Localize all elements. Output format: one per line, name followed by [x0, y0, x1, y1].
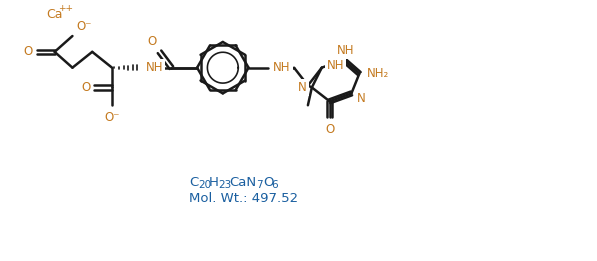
Text: H: H [209, 176, 219, 189]
Text: 23: 23 [218, 180, 231, 191]
Text: O⁻: O⁻ [76, 20, 92, 33]
Text: O: O [147, 35, 156, 48]
Text: CaN: CaN [229, 176, 256, 189]
Text: O: O [325, 123, 334, 136]
Text: O⁻: O⁻ [104, 111, 120, 124]
Text: 7: 7 [257, 180, 263, 191]
Text: NH: NH [327, 59, 344, 72]
Text: N: N [356, 92, 365, 105]
Text: O: O [24, 45, 33, 58]
Text: 6: 6 [271, 180, 278, 191]
Text: N: N [298, 81, 307, 94]
Text: Ca: Ca [47, 8, 63, 21]
Text: NH₂: NH₂ [367, 67, 389, 80]
Text: NH: NH [337, 44, 354, 57]
Text: C: C [189, 176, 198, 189]
Text: NH: NH [146, 61, 163, 74]
Text: O: O [263, 176, 274, 189]
Text: ++: ++ [58, 4, 73, 13]
Text: O: O [81, 81, 90, 94]
Text: Mol. Wt.: 497.52: Mol. Wt.: 497.52 [189, 192, 298, 205]
Text: 20: 20 [198, 180, 211, 191]
Text: NH: NH [273, 61, 291, 74]
